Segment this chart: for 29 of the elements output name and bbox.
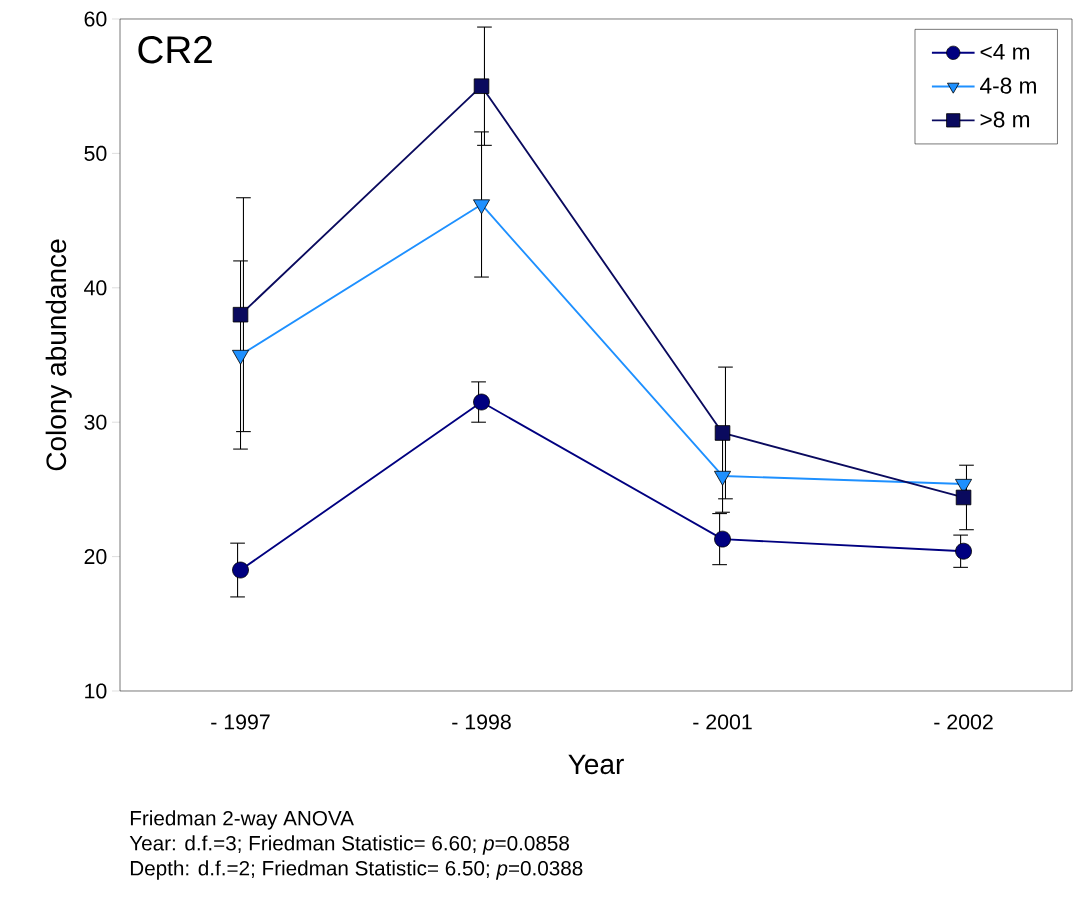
point	[232, 561, 249, 579]
text: Friedman 2-way ANOVA	[130, 810, 354, 830]
point	[714, 470, 732, 486]
x-axis-title: Year	[568, 754, 624, 775]
point	[714, 425, 731, 441]
y-tick-label: 50	[84, 145, 107, 161]
x-tick-label: - 2002	[934, 714, 993, 730]
point	[714, 530, 731, 548]
y-tick-label: 30	[84, 414, 107, 430]
point	[955, 542, 972, 560]
text: Year: d.f.=3; Friedman Statistic= 6.60; p=0.0858	[129, 835, 569, 855]
legend-label: >8 m	[980, 111, 1030, 128]
point	[232, 306, 249, 323]
point	[232, 349, 249, 365]
annotation: CR2	[138, 36, 212, 64]
y-axis-title: Colony abundance	[45, 239, 72, 471]
x-tick-label: - 1997	[211, 714, 270, 730]
y-tick-label: 60	[84, 11, 107, 27]
point	[955, 489, 972, 506]
y-tick-label: 40	[84, 280, 107, 296]
x-tick-label: - 2001	[693, 714, 752, 730]
legend-label: 4-8 m	[980, 77, 1036, 94]
legend-label: <4 m	[980, 44, 1030, 60]
point	[473, 393, 490, 411]
x-tick-label: - 1998	[452, 714, 511, 730]
text: Depth: d.f.=2; Friedman Statistic= 6.50; p=0.0388	[130, 860, 583, 880]
y-tick-label: 20	[84, 549, 107, 565]
point	[473, 78, 490, 94]
y-tick-label: 10	[85, 683, 107, 699]
